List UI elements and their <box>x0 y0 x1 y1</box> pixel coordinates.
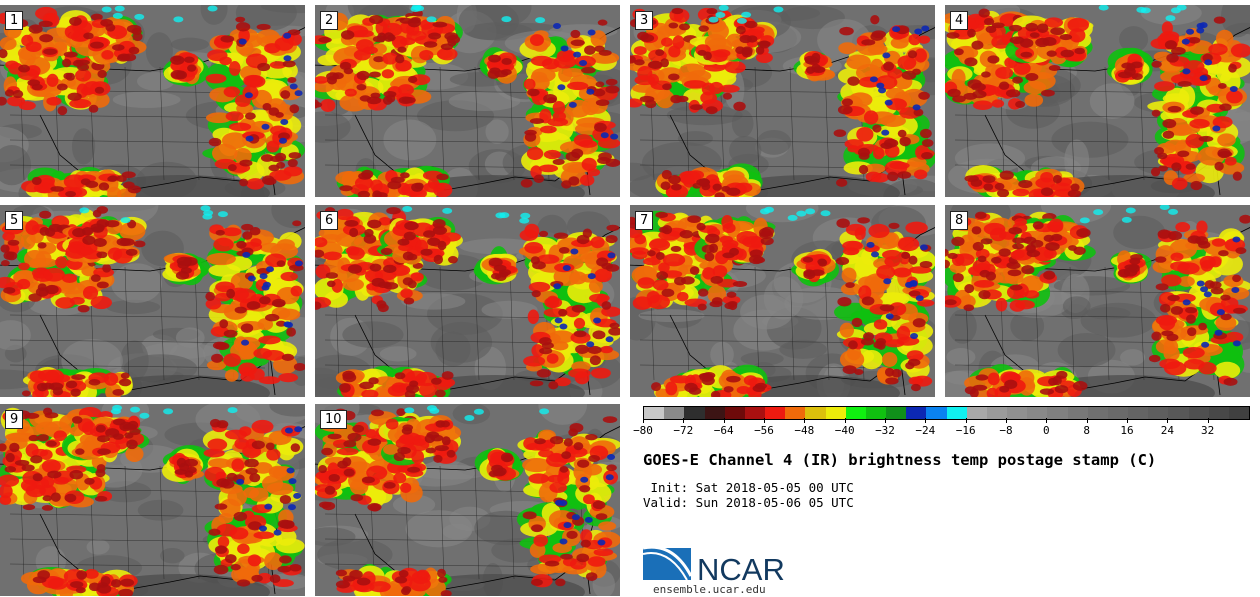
colorbar-segment <box>946 407 967 419</box>
ir-satellite-image <box>315 205 620 397</box>
colorbar-tick <box>804 418 806 423</box>
postage-stamp-panel: 7 <box>630 205 935 397</box>
colorbar-tick-label: −56 <box>754 424 774 437</box>
panel-number-label: 7 <box>635 211 654 230</box>
colorbar-segment <box>785 407 806 419</box>
colorbar-tick-label: 16 <box>1120 424 1134 437</box>
postage-stamp-panel: 3 <box>630 5 935 197</box>
colorbar-segment <box>1128 407 1149 419</box>
postage-stamp-panel: 2 <box>315 5 620 197</box>
ir-satellite-image <box>0 205 305 397</box>
colorbar-tick <box>1127 418 1128 423</box>
colorbar-segment <box>1087 407 1108 419</box>
colorbar-segment <box>1228 407 1250 419</box>
colorbar-segment <box>724 407 745 419</box>
colorbar-tick-label: 0 <box>1043 424 1050 437</box>
colorbar-segment <box>765 407 786 419</box>
colorbar-tick-label: −40 <box>834 424 855 437</box>
colorbar-segment <box>1107 407 1129 419</box>
colorbar-tick-label: −32 <box>875 424 895 437</box>
ir-satellite-image <box>945 5 1250 197</box>
colorbar-segment <box>1208 407 1229 419</box>
panel-number-label: 8 <box>950 211 969 230</box>
colorbar-tick-label: 24 <box>1160 424 1174 437</box>
colorbar-segment <box>684 407 705 419</box>
colorbar-tick-label: 8 <box>1083 424 1090 437</box>
colorbar-tick-label: −24 <box>915 424 936 437</box>
colorbar-tick <box>1006 418 1007 423</box>
colorbar-tick <box>1207 418 1209 423</box>
colorbar-tick-label: −48 <box>794 424 815 437</box>
colorbar-segment <box>986 407 1008 419</box>
colorbar-segment <box>825 407 846 419</box>
logo-url: ensemble.ucar.edu <box>653 583 766 596</box>
colorbar-segment <box>865 407 887 419</box>
postage-stamp-panel: 9 <box>0 404 305 596</box>
colorbar-segment <box>1188 407 1209 419</box>
colorbar-tick-label: −8 <box>999 424 1013 437</box>
ir-satellite-image <box>0 5 305 197</box>
ncar-logo: NCAR <box>643 545 785 584</box>
colorbar-segment <box>744 407 766 419</box>
panel-number-label: 5 <box>5 211 24 230</box>
colorbar-tick <box>1167 418 1169 423</box>
postage-stamp-panel: 5 <box>0 205 305 397</box>
ir-satellite-image <box>315 404 620 596</box>
colorbar-segment <box>966 407 987 419</box>
colorbar-tick <box>1086 418 1088 423</box>
panel-number-label: 10 <box>320 410 347 429</box>
panel-number-label: 4 <box>950 11 969 30</box>
colorbar-tick-label: −72 <box>673 424 694 437</box>
panel-number-label: 2 <box>320 11 339 30</box>
ir-satellite-image <box>315 5 620 197</box>
figure-title: GOES-E Channel 4 (IR) brightness temp po… <box>643 451 1157 469</box>
ir-satellite-image <box>0 404 305 596</box>
colorbar-segment <box>906 407 927 419</box>
postage-stamp-panel: 4 <box>945 5 1250 197</box>
colorbar-tick-label: −80 <box>633 424 653 437</box>
init-time: Init: Sat 2018-05-05 00 UTC <box>643 480 854 495</box>
ncar-logo-text: NCAR <box>697 552 785 584</box>
colorbar-segment <box>664 407 685 419</box>
ir-satellite-image <box>630 5 935 197</box>
colorbar <box>643 406 1250 420</box>
colorbar-tick <box>885 418 886 423</box>
colorbar-segment <box>886 407 907 419</box>
colorbar-tick <box>925 418 927 423</box>
panel-number-label: 9 <box>5 410 24 429</box>
panel-number-label: 3 <box>635 11 654 30</box>
colorbar-tick <box>844 418 846 423</box>
colorbar-tick-label: −64 <box>713 424 734 437</box>
postage-stamp-panel: 1 <box>0 5 305 197</box>
postage-stamp-panel: 6 <box>315 205 620 397</box>
colorbar-tick <box>764 418 765 423</box>
colorbar-segment <box>1007 407 1028 419</box>
colorbar-tick-label: −16 <box>955 424 976 437</box>
ir-satellite-image <box>630 205 935 397</box>
colorbar-tick <box>965 418 967 423</box>
colorbar-tick <box>643 418 644 423</box>
panel-number-label: 1 <box>5 11 24 30</box>
colorbar-segment <box>1067 407 1088 419</box>
colorbar-tick <box>723 418 725 423</box>
colorbar-tick <box>683 418 685 423</box>
colorbar-segment <box>1168 407 1189 419</box>
colorbar-segment <box>845 407 866 419</box>
colorbar-segment <box>1047 407 1068 419</box>
colorbar-tick-label: 32 <box>1201 424 1215 437</box>
colorbar-segment <box>926 407 947 419</box>
panel-number-label: 6 <box>320 211 339 230</box>
postage-stamp-panel: 10 <box>315 404 620 596</box>
colorbar-segment <box>1148 407 1169 419</box>
colorbar-segment <box>1027 407 1048 419</box>
valid-time: Valid: Sun 2018-05-06 05 UTC <box>643 495 854 510</box>
postage-stamp-panel: 8 <box>945 205 1250 397</box>
colorbar-tick <box>1046 418 1048 423</box>
colorbar-segment <box>704 407 725 419</box>
ir-satellite-image <box>945 205 1250 397</box>
colorbar-segment <box>644 407 665 419</box>
colorbar-segment <box>805 407 826 419</box>
